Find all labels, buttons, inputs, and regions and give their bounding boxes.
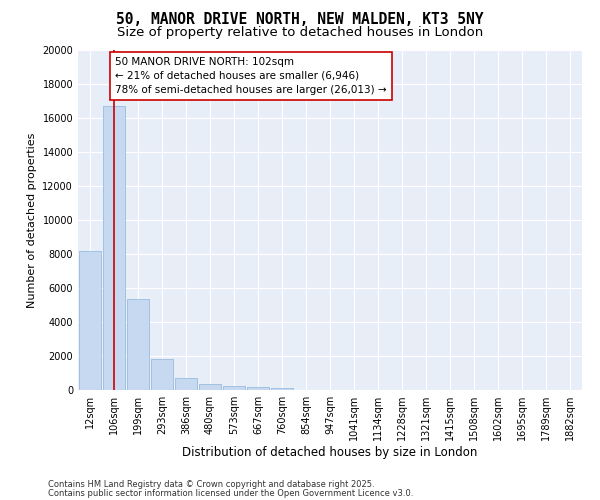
Text: Contains public sector information licensed under the Open Government Licence v3: Contains public sector information licen… (48, 488, 413, 498)
Bar (79, 250, 101, 390)
Bar (151, 358, 173, 390)
Bar (103, 106, 125, 390)
Text: Contains HM Land Registry data © Crown copyright and database right 2025.: Contains HM Land Registry data © Crown c… (48, 480, 374, 489)
Bar (271, 388, 293, 390)
Text: 50, MANOR DRIVE NORTH, NEW MALDEN, KT3 5NY: 50, MANOR DRIVE NORTH, NEW MALDEN, KT3 5… (116, 12, 484, 28)
Bar (223, 386, 245, 390)
Bar (175, 378, 197, 390)
X-axis label: Distribution of detached houses by size in London: Distribution of detached houses by size … (182, 446, 478, 459)
Bar (247, 388, 269, 390)
Y-axis label: Number of detached properties: Number of detached properties (27, 132, 37, 308)
Text: Size of property relative to detached houses in London: Size of property relative to detached ho… (117, 26, 483, 39)
Text: 50 MANOR DRIVE NORTH: 102sqm
← 21% of detached houses are smaller (6,946)
78% of: 50 MANOR DRIVE NORTH: 102sqm ← 21% of de… (115, 57, 387, 95)
Bar (199, 384, 221, 390)
Bar (127, 299, 149, 390)
